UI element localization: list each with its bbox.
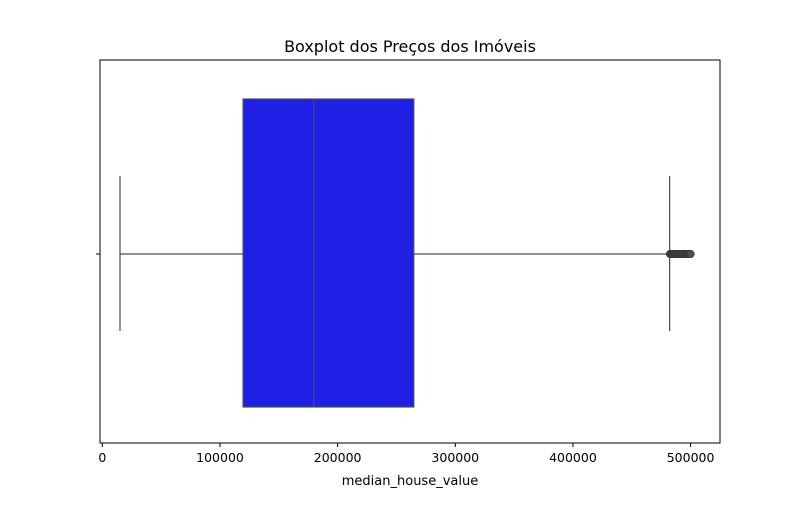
x-tick-label: 200000 (314, 450, 362, 465)
x-tick-label: 0 (98, 450, 106, 465)
x-tick-label: 500000 (667, 450, 715, 465)
plot-marks (119, 98, 695, 408)
x-tick-label: 100000 (196, 450, 244, 465)
plot-area-frame (99, 59, 721, 444)
x-axis-label: median_house_value (342, 474, 478, 489)
outlier-point (686, 249, 695, 258)
x-tick-label: 400000 (549, 450, 597, 465)
x-axis-ticks: 0 100000 200000 300000 400000 500000 (96, 253, 715, 465)
x-tick-label: 300000 (431, 450, 479, 465)
iqr-box (242, 98, 415, 408)
chart-title: Boxplot dos Preços dos Imóveis (284, 37, 536, 56)
